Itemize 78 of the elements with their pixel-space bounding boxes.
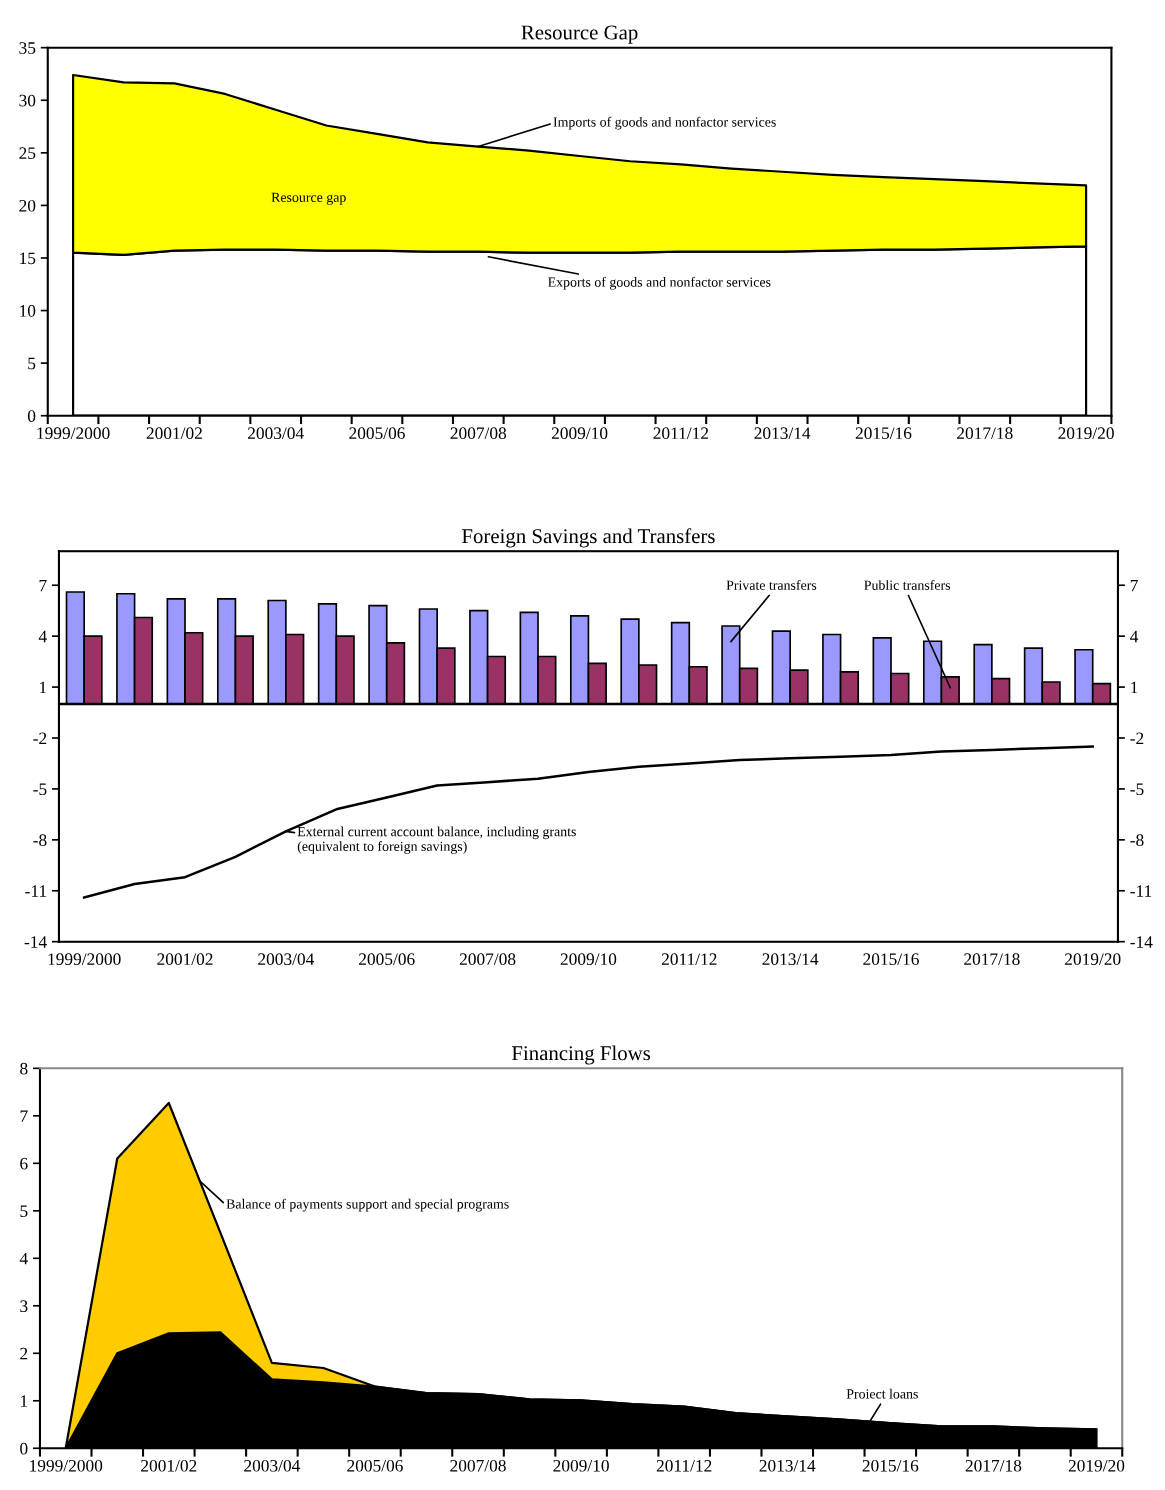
x-tick-label: 1999/2000 — [37, 427, 110, 440]
x-tick-label: 2017/18 — [965, 1459, 1022, 1472]
x-tick-label: 2019/20 — [1068, 1459, 1125, 1472]
x-tick-label: 2003/04 — [258, 953, 315, 966]
x-tick-label: 1999/2000 — [48, 953, 121, 966]
x-tick-label: 2017/18 — [964, 953, 1020, 966]
x-tick-label: 1999/2000 — [30, 1459, 103, 1472]
x-tick-label: 2005/06 — [349, 427, 405, 440]
x-tick-label: 2015/16 — [862, 1459, 919, 1472]
y2-tick-label: 7 — [1130, 579, 1138, 592]
y-tick-label: 1 — [39, 681, 47, 694]
y-tick-label: 6 — [20, 1157, 28, 1170]
x-tick-label: 2013/14 — [762, 953, 819, 966]
text: Private transfers — [726, 580, 817, 590]
y-tick-label: 30 — [19, 94, 36, 107]
x-tick-label: 2015/16 — [863, 953, 919, 966]
x-tick-label: 2013/14 — [754, 427, 811, 440]
x-tick-label: 2009/10 — [551, 427, 608, 440]
x-tick-label: 2005/06 — [347, 1459, 403, 1472]
y-tick-label: 25 — [19, 147, 36, 160]
x-tick-label: 2007/08 — [450, 1459, 506, 1472]
y-tick-label: 2 — [20, 1347, 28, 1360]
y2-tick-label: 1 — [1131, 681, 1138, 694]
line-series — [82, 745, 1094, 899]
y-tick-label: 15 — [20, 252, 36, 265]
chart-title: Foreign Savings and Transfers — [462, 528, 715, 548]
y-tick-label: 20 — [19, 199, 36, 212]
x-tick-label: 2009/10 — [560, 953, 617, 966]
y-tick-label: -14 — [24, 936, 47, 948]
x-tick-label: 2005/06 — [359, 953, 415, 966]
x-tick-label: 2007/08 — [450, 427, 507, 440]
x-tick-label: 2003/04 — [244, 1459, 301, 1472]
x-tick-label: 2019/20 — [1065, 953, 1121, 966]
x-tick-label: 2001/02 — [141, 1459, 197, 1472]
chart-title: Resource Gap — [521, 25, 638, 44]
x-tick-label: 2017/18 — [957, 427, 1013, 440]
y2-tick-label: -11 — [1130, 885, 1152, 897]
y2-tick-label: -14 — [1130, 936, 1153, 948]
annotation: Imports of goods and nonfactor services — [553, 116, 776, 130]
series-label: Balance of payments support and special programs — [226, 1198, 509, 1212]
y-tick-label: 10 — [20, 305, 36, 317]
series-label: Proiect loans — [846, 1388, 918, 1399]
y-tick-label: -2 — [33, 732, 47, 745]
y-tick-label: 8 — [20, 1062, 28, 1075]
y-tick-label: 5 — [20, 1205, 28, 1218]
y2-tick-label: 4 — [1130, 630, 1139, 643]
x-tick-label: 2015/16 — [855, 427, 912, 440]
y-tick-label: 4 — [38, 630, 47, 643]
text: Public transfers — [864, 580, 951, 590]
series-label: Exports of goods and nonfactor services — [548, 276, 771, 290]
chart-title: Financing Flows — [511, 1045, 651, 1065]
x-tick-label: 2019/20 — [1058, 427, 1114, 440]
x-tick-label: 2001/02 — [146, 427, 202, 440]
y-tick-label: 5 — [28, 357, 36, 370]
x-tick-label: 2003/04 — [248, 427, 304, 440]
x-tick-label: 2001/02 — [157, 953, 213, 966]
y-tick-label: 7 — [20, 1110, 28, 1122]
x-tick-label: 2011/12 — [653, 427, 709, 440]
y-tick-label: 0 — [27, 410, 36, 422]
x-tick-label: 2013/14 — [759, 1459, 816, 1472]
y-tick-label: 3 — [20, 1300, 28, 1312]
x-tick-label: 2009/10 — [553, 1459, 609, 1472]
y2-tick-label: -8 — [1130, 834, 1144, 847]
y-tick-label: 35 — [19, 42, 36, 54]
y-tick-label: 1 — [21, 1395, 28, 1407]
legend-label: External current account balance, including grants (equivalent to foreign savings) — [297, 826, 576, 854]
y-tick-label: -11 — [25, 885, 47, 897]
y-tick-label: 4 — [19, 1252, 28, 1265]
y-tick-label: 7 — [39, 579, 47, 592]
y-tick-label: -5 — [33, 783, 47, 796]
x-tick-label: 2011/12 — [661, 953, 717, 966]
y2-tick-label: -2 — [1130, 732, 1144, 745]
y-tick-label: -8 — [33, 834, 47, 847]
y2-tick-label: -5 — [1130, 783, 1144, 796]
y-tick-label: 0 — [20, 1442, 28, 1455]
series-label: Resource gap — [271, 192, 346, 205]
x-tick-label: 2007/08 — [459, 953, 516, 966]
x-tick-label: 2011/12 — [656, 1459, 712, 1472]
